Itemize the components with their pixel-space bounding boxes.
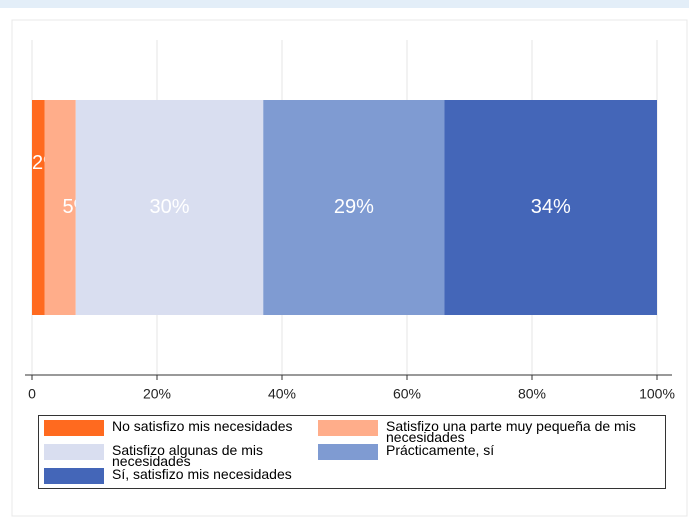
top-strip xyxy=(0,0,689,8)
legend-swatch xyxy=(318,444,378,460)
legend-item: Sí, satisfizo mis necesidades xyxy=(44,466,318,492)
data-label: 34% xyxy=(531,196,571,218)
legend-label: Sí, satisfizo mis necesidades xyxy=(112,466,292,482)
data-label: 30% xyxy=(149,196,189,218)
panel xyxy=(11,19,688,517)
x-tick-label: 60% xyxy=(393,386,421,402)
legend-swatch xyxy=(44,420,104,436)
x-tick-label: 40% xyxy=(268,386,296,402)
legend-label: Prácticamente, sí xyxy=(386,442,495,458)
bar-segment xyxy=(75,100,264,315)
legend-swatch xyxy=(318,420,378,436)
legend-label: Satisfizo una parte muy pequeña de mis n… xyxy=(386,418,636,445)
legend-swatch xyxy=(44,468,104,484)
bar-segment xyxy=(444,100,657,315)
data-label: 29% xyxy=(334,196,374,218)
legend-label: Satisfizo algunas de mis necesidades xyxy=(112,442,263,469)
legend-label: No satisfizo mis necesidades xyxy=(112,418,293,434)
bar-segment xyxy=(44,100,76,315)
x-tick-label: 20% xyxy=(143,386,171,402)
x-tick-label: 100% xyxy=(639,386,675,402)
legend: No satisfizo mis necesidades Satisfizo un… xyxy=(38,415,666,489)
bar-segment xyxy=(263,100,445,315)
bar-segment xyxy=(32,100,45,315)
legend-item: Satisfizo algunas de mis necesidades xyxy=(44,442,318,469)
x-tick-label: 0 xyxy=(28,386,36,402)
legend-item: Prácticamente, sí xyxy=(318,442,670,468)
legend-item: Satisfizo una parte muy pequeña de mis n… xyxy=(318,418,670,445)
legend-swatch xyxy=(44,444,104,460)
x-tick-label: 80% xyxy=(518,386,546,402)
legend-item: No satisfizo mis necesidades xyxy=(44,418,318,444)
